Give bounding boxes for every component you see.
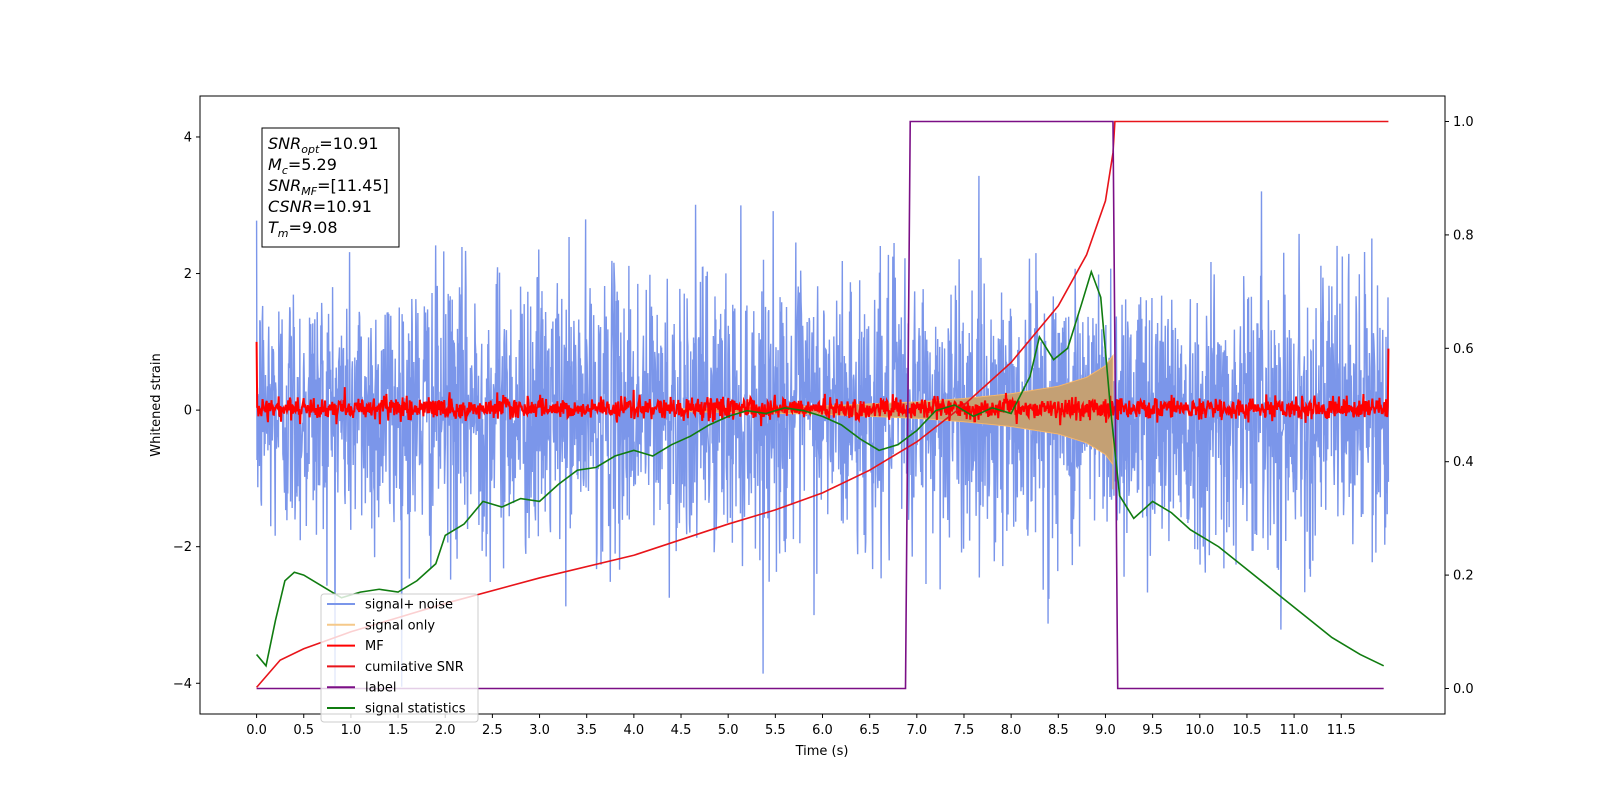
annotation-line: Mc=5.29 — [268, 155, 337, 177]
annotation-line: CSNR=10.91 — [268, 197, 372, 216]
y2-tick-label: 0.4 — [1453, 455, 1474, 470]
x-tick-label: 0.5 — [293, 723, 314, 738]
series-mf — [255, 341, 1390, 427]
legend-frame — [320, 593, 479, 723]
x-tick-label: 10.0 — [1185, 723, 1214, 738]
y-axis-label: Whitened strain — [149, 353, 164, 456]
legend-entry: signal only — [365, 618, 435, 633]
label-line — [256, 120, 1384, 690]
x-tick-label: 4.0 — [624, 723, 645, 738]
x-tick-label: 2.5 — [482, 723, 503, 738]
y-tick-label: −4 — [173, 677, 192, 692]
x-tick-label: 11.5 — [1327, 723, 1356, 738]
x-tick-label: 8.0 — [1001, 723, 1022, 738]
y2-tick-label: 1.0 — [1453, 115, 1474, 130]
y-axis: −4 −2 0 2 4 — [173, 130, 200, 692]
y2-tick-label: 0.2 — [1453, 569, 1474, 584]
x-tick-label: 8.5 — [1048, 723, 1069, 738]
annotation-line: SNRMF=[11.45] — [268, 176, 389, 198]
y-tick-label: −2 — [173, 540, 192, 555]
legend-entry: label — [365, 681, 396, 696]
annotation-line: SNRopt=10.91 — [268, 134, 379, 156]
x-tick-label: 1.5 — [388, 723, 409, 738]
x-tick-label: 9.0 — [1095, 723, 1116, 738]
x-tick-label: 7.0 — [906, 723, 927, 738]
x-axis-label: Time (s) — [795, 744, 849, 759]
y2-tick-label: 0.6 — [1453, 342, 1474, 357]
legend-entry: signal statistics — [365, 702, 466, 717]
x-tick-label: 5.5 — [765, 723, 786, 738]
x-tick-label: 1.0 — [341, 723, 362, 738]
x-tick-label: 10.5 — [1232, 723, 1261, 738]
y-tick-label: 4 — [184, 130, 192, 145]
legend-entry: signal+ noise — [365, 598, 453, 613]
mf-line — [255, 341, 1390, 427]
x-tick-label: 11.0 — [1280, 723, 1309, 738]
y-tick-label: 2 — [184, 267, 192, 282]
x-tick-label: 5.0 — [718, 723, 739, 738]
x-axis: 0.0 0.5 1.0 1.5 2.0 2.5 3.0 3.5 4.0 4.5 5.0 5.5 6.0 6… — [246, 714, 1356, 738]
legend: signal+ noise signal only MF cumilative SNR… — [320, 593, 479, 723]
y2-tick-label: 0.8 — [1453, 228, 1474, 243]
x-tick-label: 2.0 — [435, 723, 456, 738]
series-signal-noise — [255, 175, 1390, 687]
y-tick-label: 0 — [184, 404, 192, 419]
x-tick-label: 7.5 — [954, 723, 975, 738]
annotation-line: Tm=9.08 — [268, 218, 338, 240]
x-tick-label: 3.5 — [576, 723, 597, 738]
x-tick-label: 6.0 — [812, 723, 833, 738]
legend-entry: cumilative SNR — [365, 660, 464, 675]
legend-entry: MF — [365, 639, 384, 654]
annotation-frame — [261, 127, 400, 248]
stats-annotation-box: SNRopt=10.91Mc=5.29SNRMF=[11.45]CSNR=10.… — [261, 127, 400, 248]
x-tick-label: 0.0 — [246, 723, 267, 738]
signal-noise-line — [255, 175, 1390, 687]
x-tick-label: 4.5 — [671, 723, 692, 738]
x-tick-label: 6.5 — [859, 723, 880, 738]
x-tick-label: 3.0 — [529, 723, 550, 738]
y2-axis: 0.0 0.2 0.4 0.6 0.8 1.0 — [1445, 115, 1474, 697]
y2-tick-label: 0.0 — [1453, 682, 1474, 697]
signal-statistics-line — [255, 269, 1385, 668]
x-tick-label: 9.5 — [1142, 723, 1163, 738]
